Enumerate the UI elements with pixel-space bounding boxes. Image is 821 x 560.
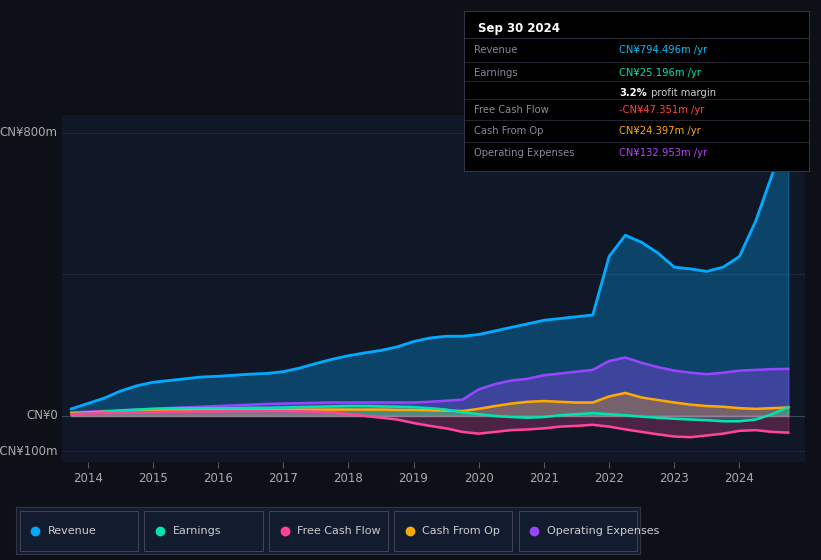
Text: Operating Expenses: Operating Expenses [547,526,659,535]
Text: Revenue: Revenue [475,44,517,54]
Text: CN¥25.196m /yr: CN¥25.196m /yr [619,68,701,78]
Text: CN¥0: CN¥0 [26,409,57,422]
Text: 3.2%: 3.2% [619,87,647,97]
Text: profit margin: profit margin [649,87,717,97]
Text: Operating Expenses: Operating Expenses [475,148,575,158]
Text: CN¥132.953m /yr: CN¥132.953m /yr [619,148,707,158]
Text: Free Cash Flow: Free Cash Flow [297,526,381,535]
Text: Revenue: Revenue [48,526,96,535]
Text: Sep 30 2024: Sep 30 2024 [478,22,560,35]
Text: Earnings: Earnings [475,68,518,78]
Text: -CN¥47.351m /yr: -CN¥47.351m /yr [619,105,704,115]
Text: CN¥24.397m /yr: CN¥24.397m /yr [619,126,701,136]
Text: Free Cash Flow: Free Cash Flow [475,105,549,115]
Text: CN¥800m: CN¥800m [0,126,57,139]
Text: Earnings: Earnings [172,526,221,535]
Text: Cash From Op: Cash From Op [475,126,544,136]
Text: -CN¥100m: -CN¥100m [0,445,57,458]
Text: CN¥794.496m /yr: CN¥794.496m /yr [619,44,707,54]
Text: Cash From Op: Cash From Op [422,526,500,535]
